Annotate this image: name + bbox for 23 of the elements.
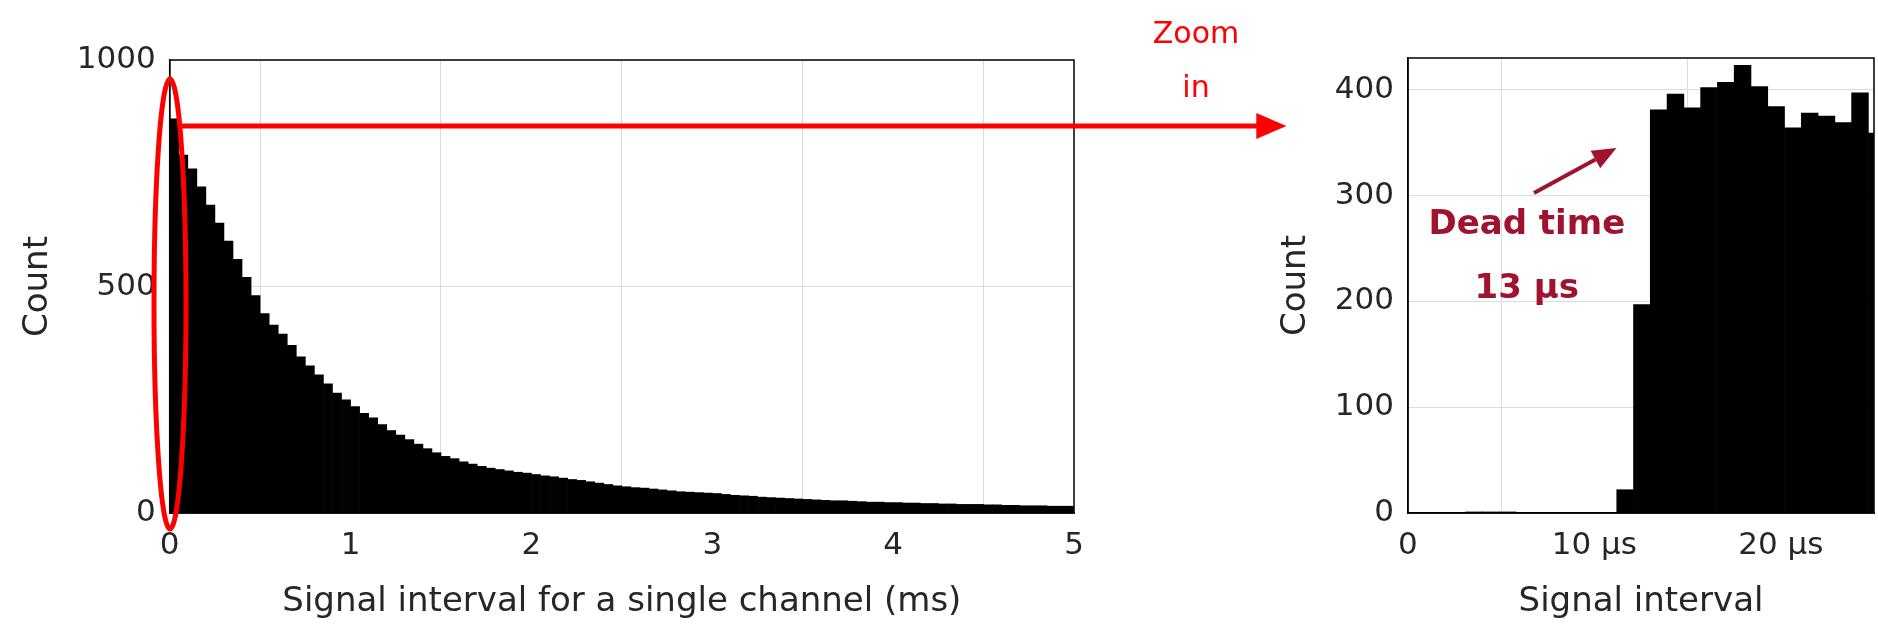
y-tick-label: 100: [1334, 386, 1394, 423]
x-tick-label: 2: [521, 524, 542, 561]
y-tick-label: 1000: [76, 39, 156, 76]
x-tick-label: 5: [1064, 524, 1084, 561]
y-tick-label: 0: [1374, 492, 1394, 529]
y-tick-label: 300: [1334, 174, 1394, 211]
x-tick-label: 20 µs: [1738, 524, 1824, 561]
y-tick-label: 500: [96, 265, 156, 302]
x-tick-label: 0: [1398, 524, 1418, 561]
y-axis-title: Count: [15, 236, 56, 337]
y-axis-title: Count: [1273, 235, 1314, 336]
x-tick-label: 3: [702, 524, 723, 561]
x-tick-label: 10 µs: [1551, 524, 1637, 561]
y-tick-label: 400: [1334, 68, 1394, 105]
y-tick-label: 0: [135, 492, 156, 529]
x-tick-label: 1: [340, 524, 361, 561]
x-axis-title: Signal interval: [1518, 579, 1764, 620]
x-tick-label: 4: [883, 524, 904, 561]
text: Zoom in: [1151, 14, 1241, 107]
x-axis-title: Signal interval for a single channel (ms): [282, 579, 962, 620]
annotation: Dead time 13 µs: [1428, 201, 1626, 306]
y-tick-label: 200: [1334, 280, 1394, 317]
x-tick-label: 0: [159, 524, 180, 561]
